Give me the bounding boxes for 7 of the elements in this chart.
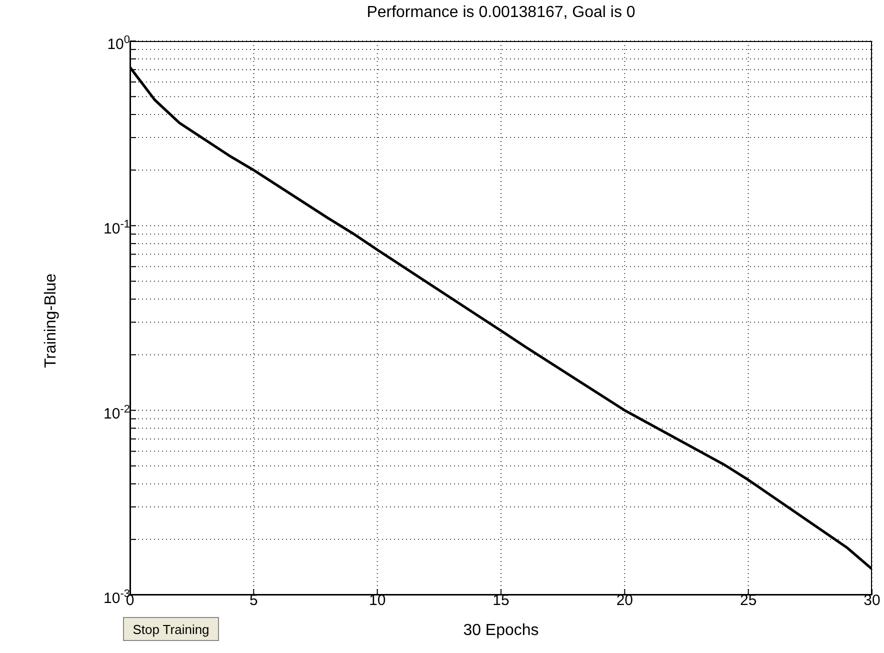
- x-axis-title: 30 Epochs: [463, 622, 539, 639]
- text: Stop Training: [123, 617, 219, 641]
- chart-title: Performance is 0.00138167, Goal is 0: [366, 4, 636, 22]
- y-axis-title: Training-Blue: [42, 273, 60, 368]
- y-tick-label: 10$^{0}$: [107, 34, 130, 53]
- y-tick-label: 10$^{-1}$: [104, 218, 130, 238]
- y-tick-label: 10$^{-2}$: [104, 403, 130, 422]
